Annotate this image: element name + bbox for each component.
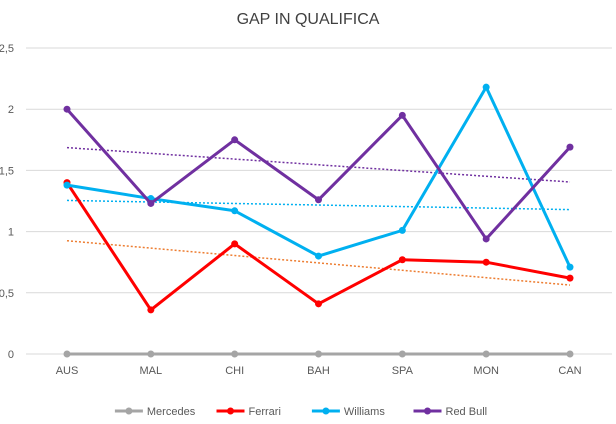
y-tick-label: 1,5 (0, 165, 14, 177)
x-axis-ticks: AUS MAL CHI BAH SPA MON CAN (56, 365, 582, 377)
legend-label: Williams (344, 406, 385, 418)
series (63, 83, 574, 358)
data-point-ferrari (566, 274, 574, 282)
data-point-red-bull (231, 136, 239, 144)
data-point-mercedes (147, 350, 155, 358)
data-point-mercedes (566, 350, 574, 358)
legend-marker (322, 407, 330, 415)
data-point-ferrari (231, 240, 239, 248)
legend-marker (227, 407, 234, 415)
trendline-red-bull (66, 146, 571, 183)
legend-item-williams: Williams (311, 406, 385, 418)
y-tick-label: 2,5 (0, 43, 14, 55)
trendline-ferrari (66, 239, 571, 286)
data-point-mercedes (482, 350, 490, 358)
legend-item-mercedes: Mercedes (114, 406, 196, 418)
legend-marker (125, 407, 133, 415)
y-tick-label: 1 (8, 227, 14, 239)
data-point-ferrari (147, 306, 155, 314)
x-tick-label: CHI (225, 365, 244, 377)
data-point-mercedes (398, 350, 406, 358)
data-point-williams (231, 207, 239, 215)
x-tick-label: SPA (392, 365, 414, 377)
data-point-ferrari (482, 258, 490, 266)
x-tick-label: MAL (140, 365, 163, 377)
y-tick-label: 2 (8, 104, 14, 116)
data-point-red-bull (482, 235, 490, 243)
data-point-williams (314, 252, 322, 260)
legend: Mercedes Ferrari Williams Red Bull (114, 406, 488, 418)
data-point-mercedes (231, 350, 239, 358)
legend-item-ferrari: Ferrari (216, 406, 281, 418)
chart-title: GAP IN QUALIFICA (237, 11, 380, 28)
x-tick-label: AUS (56, 365, 79, 377)
legend-item-red-bull: Red Bull (413, 406, 488, 418)
data-point-mercedes (63, 350, 71, 358)
data-point-red-bull (314, 196, 322, 204)
data-point-williams (398, 226, 406, 234)
series-line-red-bull (65, 107, 572, 241)
legend-label: Ferrari (249, 406, 281, 418)
data-point-red-bull (398, 111, 406, 119)
data-point-ferrari (314, 300, 322, 308)
data-point-red-bull (63, 105, 71, 113)
data-point-red-bull (566, 143, 574, 151)
x-tick-label: CAN (558, 365, 581, 377)
y-tick-label: 0,5 (0, 288, 14, 300)
legend-label: Mercedes (147, 406, 196, 418)
x-tick-label: MON (473, 365, 499, 377)
y-axis-ticks: 0 0,5 1 1,5 2 2,5 (0, 43, 14, 361)
x-tick-label: BAH (307, 365, 330, 377)
legend-marker (424, 407, 431, 415)
y-tick-label: 0 (8, 349, 14, 361)
data-point-mercedes (314, 350, 322, 358)
data-point-ferrari (398, 256, 406, 264)
data-point-williams (566, 263, 574, 271)
data-point-williams (482, 83, 490, 91)
trendlines (66, 146, 571, 286)
data-point-red-bull (147, 199, 155, 207)
data-point-williams (63, 181, 71, 189)
legend-label: Red Bull (446, 406, 488, 418)
